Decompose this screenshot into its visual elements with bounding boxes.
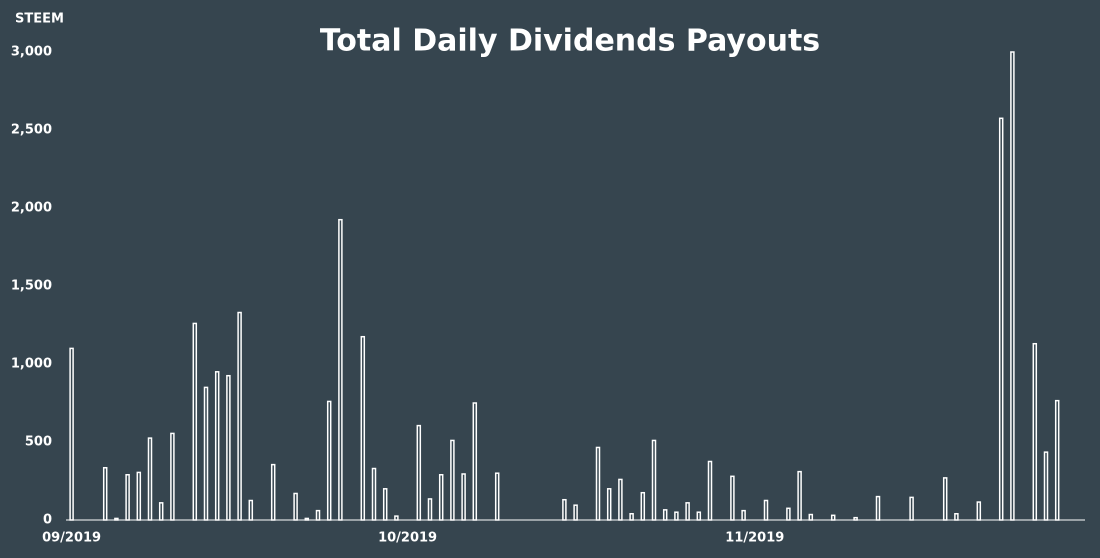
bar (629, 513, 634, 521)
bar (797, 470, 802, 521)
bar (226, 374, 231, 521)
x-tick-label: 11/2019 (725, 531, 784, 546)
bar (394, 515, 399, 521)
bar (304, 517, 310, 521)
bar (763, 499, 769, 521)
bar (696, 511, 702, 521)
bar (371, 467, 377, 521)
bar (461, 473, 466, 521)
bar (472, 402, 478, 521)
y-tick-label: 2,500 (11, 123, 52, 138)
bar (595, 446, 601, 521)
bar (685, 502, 690, 521)
y-tick-label: 1,000 (11, 357, 52, 372)
bar (875, 495, 881, 521)
bar (214, 371, 220, 521)
bar (102, 466, 108, 521)
y-tick-label: 3,000 (11, 45, 52, 60)
bar (494, 472, 500, 521)
bar (293, 492, 298, 521)
bar (69, 347, 74, 521)
bar (707, 460, 713, 521)
bar (909, 496, 914, 521)
bar (192, 322, 198, 521)
y-tick-label: 1,500 (11, 279, 52, 294)
bar (954, 513, 959, 521)
y-tick-label: 500 (25, 435, 52, 450)
x-tick-label: 09/2019 (42, 531, 101, 546)
bar (416, 424, 422, 521)
bar (270, 463, 276, 521)
bar (786, 507, 791, 521)
bar (125, 474, 130, 521)
bar (338, 218, 343, 521)
bar (662, 509, 668, 521)
x-tick-label: 10/2019 (378, 531, 437, 546)
y-tick-label: 0 (43, 513, 52, 528)
bar (1010, 51, 1015, 521)
bar (1032, 342, 1038, 521)
bar (618, 478, 623, 521)
bar (573, 504, 578, 521)
bar (170, 432, 175, 521)
chart-title: Total Daily Dividends Payouts (320, 24, 820, 59)
bar (942, 477, 948, 521)
bar (640, 491, 646, 521)
bar (651, 439, 657, 521)
bar (158, 502, 164, 521)
bar (248, 499, 254, 521)
bar (606, 488, 612, 521)
bar (730, 475, 735, 521)
bar (136, 471, 142, 521)
bar (808, 513, 814, 521)
bar (830, 514, 836, 521)
bar (237, 311, 242, 521)
bar (360, 335, 366, 521)
bar (382, 488, 388, 521)
y-axis-label: STEEM (15, 12, 64, 27)
bar (1043, 451, 1049, 521)
y-tick-label: 2,000 (11, 201, 52, 216)
bar (998, 117, 1004, 521)
bar (427, 498, 433, 521)
bar (438, 474, 444, 521)
bar (674, 511, 679, 521)
bar (315, 509, 321, 521)
bar (450, 439, 455, 521)
bar (203, 386, 209, 521)
bar (1054, 399, 1060, 521)
bar (147, 437, 153, 521)
bar (114, 517, 119, 521)
bar (976, 501, 982, 521)
bar (853, 516, 858, 521)
bar (741, 509, 746, 521)
bar (326, 400, 332, 521)
bar (562, 498, 567, 521)
